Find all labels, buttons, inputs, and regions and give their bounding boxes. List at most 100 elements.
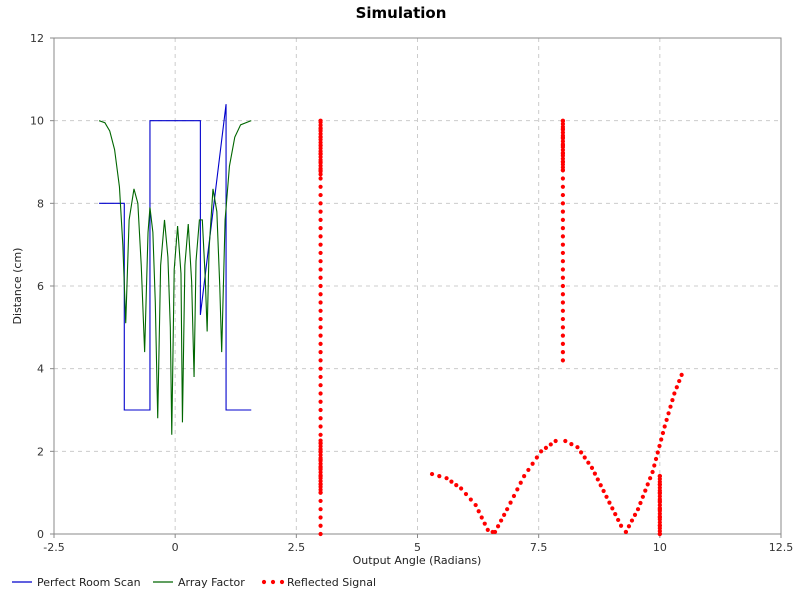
reflected-signal-point bbox=[543, 445, 549, 450]
reflected-signal-point bbox=[652, 463, 657, 468]
reflected-signal-point bbox=[318, 184, 323, 189]
reflected-signal-point bbox=[318, 341, 323, 346]
reflected-signal-point bbox=[660, 430, 666, 436]
reflected-signal-point bbox=[318, 498, 323, 504]
reflected-signal-point bbox=[626, 524, 632, 529]
reflected-signal-point bbox=[560, 139, 566, 144]
reflected-signal-point bbox=[589, 465, 595, 470]
perfect-room-scan-line bbox=[99, 104, 252, 411]
reflected-signal-point bbox=[511, 493, 517, 499]
reflected-signal-point bbox=[318, 383, 323, 388]
reflected-signal-point bbox=[560, 308, 566, 313]
reflected-signal-point bbox=[318, 140, 323, 145]
reflected-signal-point bbox=[318, 447, 323, 452]
reflected-signal-point bbox=[645, 482, 650, 487]
reflected-signal-point bbox=[318, 374, 323, 380]
reflected-signal-point bbox=[318, 531, 323, 537]
reflected-signal-point bbox=[560, 168, 566, 173]
x-tick-label: 12.5 bbox=[769, 541, 794, 554]
reflected-signal-point bbox=[640, 494, 645, 499]
reflected-signal-point bbox=[318, 366, 323, 371]
y-axis-title: Distance (cm) bbox=[11, 248, 24, 325]
reflected-signal-point bbox=[560, 209, 566, 214]
legend-item: Perfect Room Scan bbox=[12, 576, 141, 589]
x-axis-title: Output Angle (Radians) bbox=[353, 554, 482, 567]
reflected-signal-point bbox=[318, 490, 323, 495]
reflected-signal-point bbox=[318, 234, 323, 239]
reflected-signal-point bbox=[604, 494, 609, 499]
reflected-signal-point bbox=[318, 308, 323, 313]
reflected-signal-point bbox=[444, 476, 449, 481]
reflected-signal-point bbox=[318, 416, 323, 421]
reflected-signal-point bbox=[318, 515, 323, 520]
reflected-signal-point bbox=[318, 333, 323, 338]
reflected-signal-point bbox=[318, 438, 323, 443]
y-axis-ticks: 0 2 4 6 8 10 12 bbox=[30, 32, 54, 541]
reflected-signal-point bbox=[595, 477, 600, 482]
reflected-signal-point bbox=[560, 242, 566, 247]
reflected-signal-point bbox=[664, 417, 669, 423]
reflected-signal-point bbox=[560, 136, 566, 141]
reflected-signal-point bbox=[657, 529, 662, 534]
reflected-signal-point bbox=[318, 450, 323, 455]
reflected-signal-point bbox=[518, 480, 523, 485]
reflected-signal-point bbox=[463, 491, 469, 497]
reflected-signal-point bbox=[538, 449, 544, 454]
reflected-signal-point bbox=[657, 502, 662, 508]
reflected-signal-point bbox=[318, 507, 323, 512]
reflected-signal-point bbox=[598, 483, 603, 488]
reflected-signal-point bbox=[318, 455, 323, 461]
legend-label: Reflected Signal bbox=[287, 576, 376, 589]
reflected-signal-point bbox=[560, 162, 566, 167]
reflected-signal-point bbox=[560, 153, 566, 158]
legend: Perfect Room Scan Array Factor Reflected S… bbox=[12, 576, 376, 589]
y-tick-label: 2 bbox=[37, 445, 44, 458]
reflected-signal-point bbox=[560, 147, 566, 153]
reflected-signal-point bbox=[582, 455, 587, 460]
reflected-signal-point bbox=[318, 157, 323, 163]
reflected-signal-point bbox=[607, 500, 612, 505]
reflected-signal-point bbox=[657, 485, 662, 490]
chart-title: Simulation bbox=[356, 4, 447, 22]
reflected-signal-point bbox=[318, 461, 323, 466]
reflected-signal-point bbox=[560, 292, 566, 297]
reflected-signal-point bbox=[560, 150, 566, 156]
reflected-signal-point bbox=[318, 478, 323, 484]
reflected-signal-point bbox=[318, 242, 323, 247]
reflected-signal-point bbox=[679, 372, 684, 377]
series-layer bbox=[98, 104, 684, 537]
reflected-signal-point bbox=[560, 159, 566, 164]
reflected-signal-point bbox=[318, 275, 323, 280]
reflected-signal-point bbox=[499, 518, 504, 523]
reflected-signal-point bbox=[674, 385, 679, 390]
y-tick-label: 12 bbox=[30, 32, 44, 45]
reflected-signal-point bbox=[601, 488, 606, 494]
reflected-signal-point bbox=[318, 358, 323, 363]
reflected-signal-point bbox=[560, 124, 566, 129]
reflected-signal-point bbox=[560, 130, 566, 135]
reflected-signal-point bbox=[560, 121, 566, 127]
reflected-signal-point bbox=[560, 145, 566, 150]
reflected-signal-point bbox=[318, 283, 323, 289]
reflected-signal-point bbox=[482, 521, 487, 526]
x-tick-label: 5 bbox=[414, 541, 421, 554]
reflected-signal-point bbox=[318, 154, 323, 160]
reflected-signal-point bbox=[613, 512, 618, 517]
reflected-signal-point bbox=[318, 152, 323, 157]
reflected-signal-point bbox=[553, 438, 558, 444]
reflected-signal-point bbox=[657, 517, 662, 522]
reflected-signal-point bbox=[318, 325, 323, 330]
reflected-signal-point bbox=[657, 514, 662, 519]
reflected-signal-point bbox=[653, 456, 659, 462]
reflected-signal-point bbox=[318, 267, 323, 272]
x-tick-label: 0 bbox=[172, 541, 179, 554]
reflected-signal-point bbox=[318, 300, 323, 305]
reflected-signal-point bbox=[318, 131, 323, 136]
reflected-signal-point bbox=[657, 511, 662, 516]
reflected-signal-point bbox=[318, 201, 323, 206]
reflected-signal-point bbox=[318, 464, 323, 469]
reflected-signal-point bbox=[592, 471, 597, 476]
reflected-signal-point bbox=[560, 283, 566, 289]
